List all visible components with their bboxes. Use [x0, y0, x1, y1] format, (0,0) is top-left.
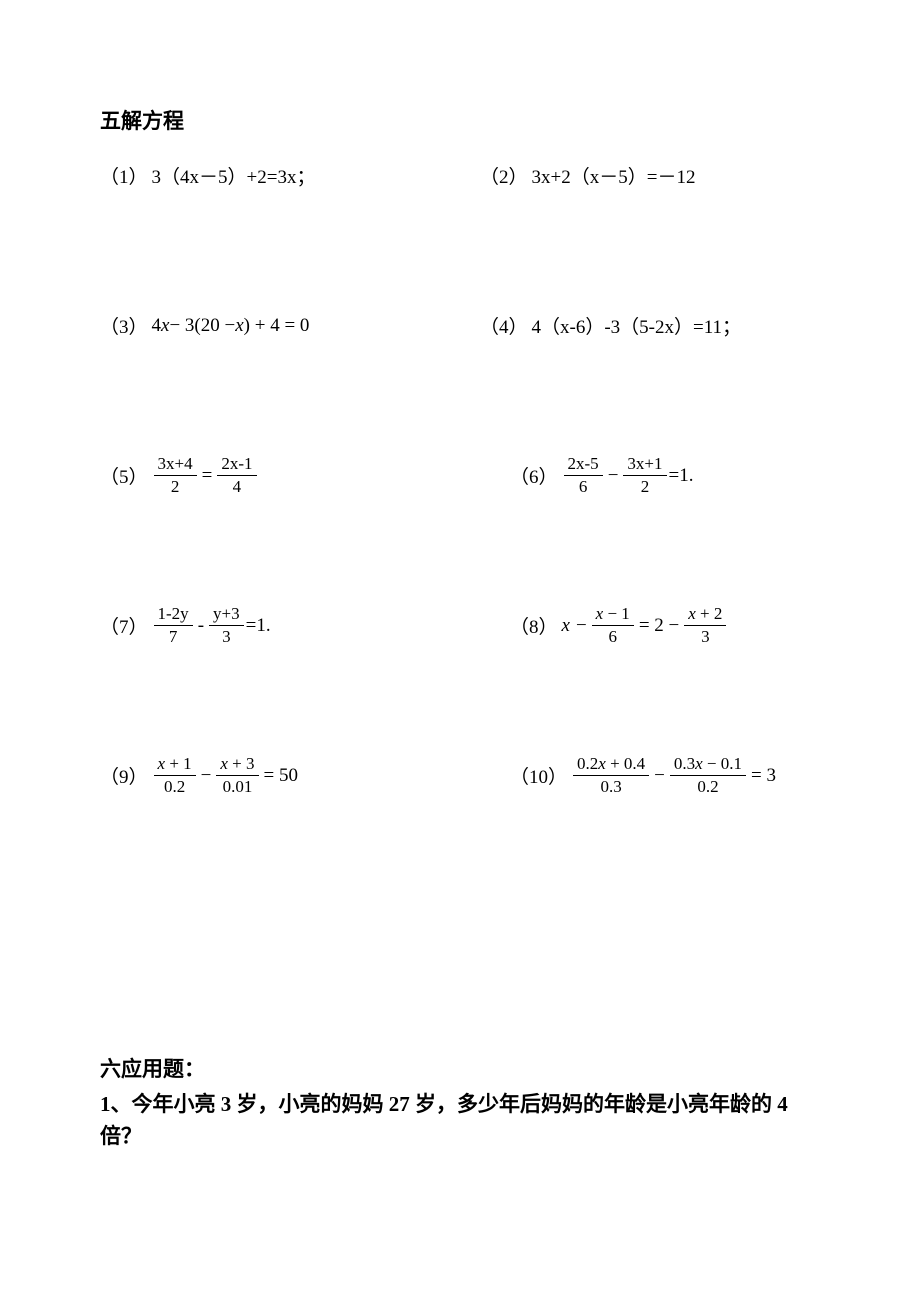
problem-7: （7） 1-2y 7 - y+3 3 =1.	[100, 603, 440, 648]
problem-label: （6）	[510, 462, 558, 489]
numerator: 2x-5	[564, 454, 603, 476]
problem-text: 3（4x－5）+2=3x；	[152, 162, 316, 189]
problem-text: 1-2y 7 - y+3 3 =1.	[152, 604, 271, 646]
problem-5: （5） 3x+4 2 = 2x-1 4	[100, 453, 440, 498]
problem-label: （7）	[100, 612, 148, 639]
problem-label: （8）	[510, 612, 558, 639]
problem-text: 4（x-6）-3（5-2x）=11；	[532, 312, 742, 339]
fraction: 0.3x − 0.1 0.2	[670, 754, 746, 796]
word-problem-1: 1、今年小亮 3 岁，小亮的妈妈 27 岁，多少年后妈妈的年龄是小亮年龄的 4 …	[100, 1089, 820, 1152]
numerator: 1-2y	[154, 604, 193, 626]
fraction: 0.2x + 0.4 0.3	[573, 754, 649, 796]
fraction: 3x+1 2	[623, 454, 666, 496]
problem-text: 4x − 3(20 − x) + 4 = 0	[152, 315, 310, 337]
denominator: 2	[637, 476, 654, 497]
problem-label: （9）	[100, 762, 148, 789]
problem-text: 3x+4 2 = 2x-1 4	[152, 454, 259, 496]
numerator: 2x-1	[217, 454, 256, 476]
problem-4: （4） 4（x-6）-3（5-2x）=11；	[480, 303, 820, 348]
problem-text: x− x − 1 6 = 2 − x + 2 3	[562, 604, 729, 646]
fraction: 1-2y 7	[154, 604, 193, 646]
numerator: 3x+4	[154, 454, 197, 476]
problem-6: （6） 2x-5 6 − 3x+1 2 =1.	[480, 453, 820, 498]
problem-text: 2x-5 6 − 3x+1 2 =1.	[562, 454, 694, 496]
problem-label: （4）	[480, 312, 528, 339]
fraction: 2x-5 6	[564, 454, 603, 496]
denominator: 7	[165, 626, 182, 647]
problem-2: （2） 3x+2（x－5）=－12	[480, 153, 820, 198]
numerator: x + 2	[684, 604, 726, 626]
problem-label: （10）	[510, 762, 567, 789]
numerator: x − 1	[592, 604, 634, 626]
problem-8: （8） x− x − 1 6 = 2 − x + 2 3	[480, 603, 820, 648]
problem-label: （1）	[100, 162, 148, 189]
tail: =1.	[246, 615, 271, 637]
operator: =	[202, 465, 213, 487]
denominator: 2	[167, 476, 184, 497]
denominator: 0.01	[219, 776, 257, 797]
denominator: 6	[575, 476, 592, 497]
fraction: y+3 3	[209, 604, 244, 646]
denominator: 0.2	[160, 776, 189, 797]
denominator: 6	[604, 626, 621, 647]
numerator: 0.2x + 0.4	[573, 754, 649, 776]
problem-text: x + 1 0.2 − x + 3 0.01 = 50	[152, 754, 301, 796]
numerator: 0.3x − 0.1	[670, 754, 746, 776]
operator: = 2 −	[639, 615, 679, 637]
fraction: x + 3 0.01	[216, 754, 258, 796]
denominator: 0.2	[693, 776, 722, 797]
denominator: 3	[218, 626, 235, 647]
problem-text: 3x+2（x－5）=－12	[532, 162, 696, 189]
section-5-title: 五解方程	[100, 105, 820, 135]
problem-1: （1） 3（4x－5）+2=3x；	[100, 153, 440, 198]
operator: −	[201, 765, 212, 787]
problem-label: （2）	[480, 162, 528, 189]
denominator: 0.3	[596, 776, 625, 797]
numerator: x + 3	[216, 754, 258, 776]
tail: = 50	[264, 765, 298, 787]
problem-label: （3）	[100, 312, 148, 339]
tail: =1.	[669, 465, 694, 487]
section-6: 六应用题： 1、今年小亮 3 岁，小亮的妈妈 27 岁，多少年后妈妈的年龄是小亮…	[100, 1053, 820, 1152]
fraction: x + 1 0.2	[154, 754, 196, 796]
fraction: 2x-1 4	[217, 454, 256, 496]
problems-grid: （1） 3（4x－5）+2=3x； （2） 3x+2（x－5）=－12 （3） …	[100, 153, 820, 903]
numerator: x + 1	[154, 754, 196, 776]
operator: −	[654, 765, 665, 787]
fraction: 3x+4 2	[154, 454, 197, 496]
fraction: x + 2 3	[684, 604, 726, 646]
problem-9: （9） x + 1 0.2 − x + 3 0.01 = 50	[100, 753, 440, 798]
denominator: 4	[229, 476, 246, 497]
tail: = 3	[751, 765, 776, 787]
operator: −	[608, 465, 619, 487]
problem-10: （10） 0.2x + 0.4 0.3 − 0.3x − 0.1 0.2 = 3	[480, 753, 820, 798]
section-6-title: 六应用题：	[100, 1053, 820, 1083]
numerator: 3x+1	[623, 454, 666, 476]
problem-text: 0.2x + 0.4 0.3 − 0.3x − 0.1 0.2 = 3	[571, 754, 779, 796]
numerator: y+3	[209, 604, 244, 626]
problem-3: （3） 4x − 3(20 − x) + 4 = 0	[100, 303, 440, 348]
problem-label: （5）	[100, 462, 148, 489]
operator: -	[198, 615, 204, 637]
denominator: 3	[697, 626, 714, 647]
fraction: x − 1 6	[592, 604, 634, 646]
